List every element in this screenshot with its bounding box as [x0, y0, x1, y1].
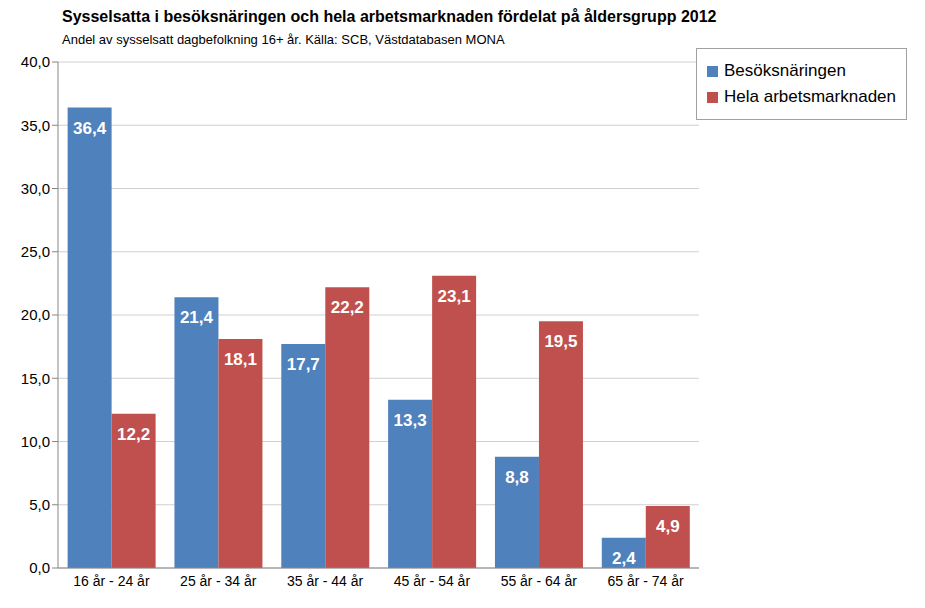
svg-text:12,2: 12,2 — [117, 425, 150, 444]
svg-text:23,1: 23,1 — [438, 287, 471, 306]
svg-text:15,0: 15,0 — [21, 370, 50, 387]
svg-text:20,0: 20,0 — [21, 306, 50, 323]
svg-text:25 år - 34 år: 25 år - 34 år — [180, 573, 257, 589]
html-text:Hela arbetsmarknaden: Hela arbetsmarknaden — [724, 87, 896, 106]
html-text:Sysselsatta i besöksnäringen o: Sysselsatta i besöksnäringen och hela ar… — [62, 8, 717, 25]
svg-text:19,5: 19,5 — [544, 332, 577, 351]
svg-text:16 år - 24 år: 16 år - 24 år — [73, 573, 150, 589]
svg-text:36,4: 36,4 — [73, 119, 107, 138]
svg-text:18,1: 18,1 — [224, 350, 257, 369]
svg-text:25,0: 25,0 — [21, 243, 50, 260]
svg-text:2,4: 2,4 — [612, 549, 636, 568]
svg-text:35 år - 44 år: 35 år - 44 år — [287, 573, 364, 589]
svg-text:10,0: 10,0 — [21, 433, 50, 450]
svg-text:21,4: 21,4 — [180, 308, 214, 327]
svg-text:35,0: 35,0 — [21, 117, 50, 134]
svg-text:4,9: 4,9 — [656, 517, 680, 536]
svg-text:40,0: 40,0 — [21, 53, 50, 70]
svg-text:13,3: 13,3 — [394, 411, 427, 430]
svg-text:55 år - 64 år: 55 år - 64 år — [501, 573, 578, 589]
svg-text:8,8: 8,8 — [505, 468, 529, 487]
svg-text:22,2: 22,2 — [331, 298, 364, 317]
svg-text:65 år - 74 år: 65 år - 74 år — [607, 573, 684, 589]
svg-text:45 år - 54 år: 45 år - 54 år — [394, 573, 471, 589]
svg-text:30,0: 30,0 — [21, 180, 50, 197]
svg-text:17,7: 17,7 — [287, 355, 320, 374]
svg-text:0,0: 0,0 — [29, 559, 50, 576]
svg-text:5,0: 5,0 — [29, 496, 50, 513]
html-text:Besöksnäringen: Besöksnäringen — [724, 61, 846, 80]
html-text:Andel av sysselsatt dagbefolkn: Andel av sysselsatt dagbefolkning 16+ år… — [62, 32, 505, 47]
